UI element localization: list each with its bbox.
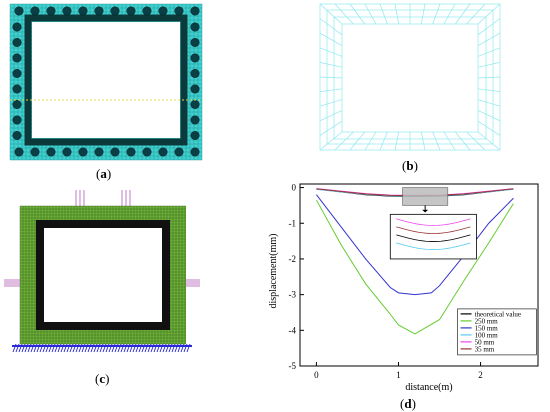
bolt-hole-icon — [190, 100, 200, 110]
y-tick-label: -4 — [289, 325, 297, 335]
bolt-hole-icon — [12, 37, 22, 47]
bolt-hole-icon — [12, 22, 22, 32]
opening — [32, 22, 180, 138]
bolt-hole-icon — [62, 147, 72, 157]
legend-box — [457, 308, 537, 356]
bolt-hole-icon — [12, 69, 22, 79]
bolt-hole-icon — [12, 131, 22, 141]
panel-c-mesh-figure — [4, 190, 200, 353]
x-tick-label: 1 — [396, 370, 401, 380]
zoom-inset — [389, 213, 477, 260]
legend-label: 100 mm — [475, 331, 499, 339]
bolt-hole-icon — [12, 53, 22, 63]
panel-a — [6, 2, 206, 162]
panel-d: displacement(mm) distance(m) 0 -1 -2 -3 -4 -5… — [266, 176, 550, 394]
bolt-hole-icon — [190, 84, 200, 94]
panel-b — [318, 2, 518, 152]
bolt-hole-icon — [110, 147, 120, 157]
bolt-hole-icon — [12, 100, 22, 110]
plot-frame — [299, 183, 539, 367]
caption-c: (c) — [95, 371, 110, 386]
bolt-hole-icon — [46, 147, 56, 157]
bolt-hole-icon — [94, 6, 104, 16]
inset-line-50-mm — [396, 218, 471, 226]
bolt-hole-icon — [14, 147, 24, 157]
caption-d: (d) — [400, 396, 416, 411]
y-tick-label: -3 — [289, 290, 297, 300]
steel-frame — [24, 14, 188, 146]
y-tick-label: -2 — [289, 254, 297, 264]
legend-label: 35 mm — [475, 345, 495, 353]
y-axis-label: displacement(mm) — [268, 234, 279, 309]
bolt-hole-icon — [94, 147, 104, 157]
bolt-hole-icon — [62, 6, 72, 16]
bolt-hole-icon — [190, 69, 200, 79]
outer-border — [319, 3, 501, 151]
zoom-region — [402, 187, 449, 206]
bolt-hole-icon — [174, 6, 184, 16]
bolt-hole-icon — [30, 147, 40, 157]
y-tick-label: 0 — [292, 183, 297, 193]
boundary-constraints — [12, 343, 192, 353]
bolt-hole-icon — [142, 147, 152, 157]
panel-c — [2, 186, 202, 354]
load-arrows — [4, 190, 200, 287]
wireframe — [319, 3, 501, 151]
bolt-hole-icon — [126, 6, 136, 16]
legend-label: 250 mm — [475, 317, 499, 325]
legend-label: 50 mm — [475, 338, 495, 346]
bolt-hole-icon — [174, 147, 184, 157]
bolt-hole-icon — [190, 37, 200, 47]
x-tick-label: 0 — [314, 370, 319, 380]
x-tick-label: 2 — [478, 370, 483, 380]
inset-line-35-mm — [396, 226, 471, 234]
bolt-hole-icon — [12, 115, 22, 125]
inset-line-theoretical-value — [396, 234, 471, 242]
panel-b-wireframe-figure — [319, 3, 501, 151]
inner-border — [341, 23, 479, 133]
x-axis-label: distance(m) — [405, 382, 452, 393]
bolt-hole-icon — [30, 6, 40, 16]
displacement-chart: displacement(mm) distance(m) 0 -1 -2 -3 -4 -5… — [268, 183, 539, 393]
bolt-hole-icon — [142, 6, 152, 16]
opening — [44, 228, 162, 322]
bolt-hole-icon — [78, 6, 88, 16]
bolt-hole-icon — [158, 6, 168, 16]
bolt-hole-icon — [46, 6, 56, 16]
bolt-hole-icon — [190, 6, 200, 16]
zoom-arrow-head — [422, 209, 429, 213]
legend-label: theoretical value — [475, 310, 521, 318]
bolt-hole-icon — [78, 147, 88, 157]
panel-a-mesh-figure — [9, 3, 203, 161]
legend-label: 150 mm — [475, 324, 499, 332]
bolt-hole-icon — [190, 115, 200, 125]
caption-a: (a) — [96, 166, 112, 181]
y-tick-label: -5 — [289, 361, 297, 371]
bolt-holes — [12, 6, 200, 157]
inset-line-100-mm — [396, 242, 471, 250]
bolt-hole-icon — [190, 53, 200, 63]
bolt-hole-icon — [190, 22, 200, 32]
bolt-hole-icon — [110, 6, 120, 16]
y-tick-label: -1 — [289, 218, 297, 228]
bolt-hole-icon — [190, 131, 200, 141]
bolt-hole-icon — [158, 147, 168, 157]
series-line-250-mm — [315, 199, 514, 335]
bolt-hole-icon — [14, 6, 24, 16]
bolt-hole-icon — [12, 84, 22, 94]
bolt-hole-icon — [126, 147, 136, 157]
bolt-hole-icon — [190, 147, 200, 157]
caption-b: (b) — [402, 158, 418, 173]
